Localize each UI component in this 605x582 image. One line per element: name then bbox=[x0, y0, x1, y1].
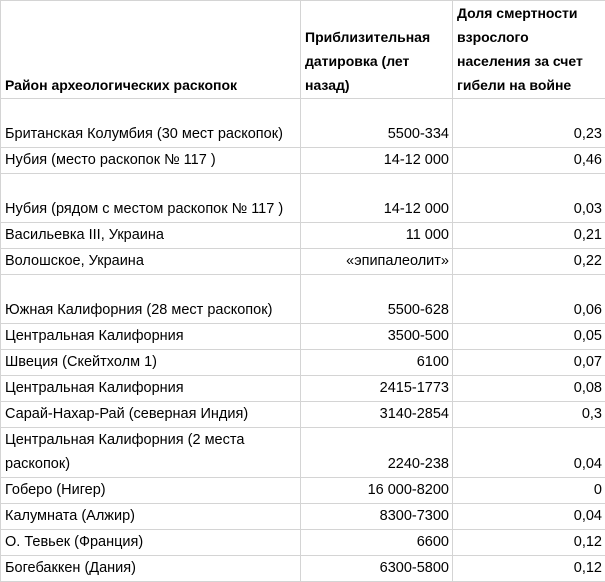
cell-war-death-share[interactable]: 0,3 bbox=[453, 402, 605, 428]
cell-site[interactable]: Калумната (Алжир) bbox=[1, 504, 301, 530]
table-row: Волошское, Украина«эпипалеолит»0,22 bbox=[1, 249, 605, 275]
cell-site[interactable]: Южная Калифорния (28 мест раскопок) bbox=[1, 275, 301, 324]
cell-war-death-share[interactable]: 0,04 bbox=[453, 428, 605, 478]
cell-war-death-share[interactable]: 0,22 bbox=[453, 249, 605, 275]
cell-site[interactable]: Центральная Калифорния bbox=[1, 376, 301, 402]
header-war-death-share[interactable]: Доля смертности взрослого населения за с… bbox=[453, 1, 605, 99]
cell-dating[interactable]: 3500-500 bbox=[301, 324, 453, 350]
table-row: Нубия (рядом с местом раскопок № 117 )14… bbox=[1, 174, 605, 223]
cell-dating[interactable]: 6100 bbox=[301, 350, 453, 376]
cell-dating[interactable]: 6600 bbox=[301, 530, 453, 556]
cell-dating[interactable]: 11 000 bbox=[301, 223, 453, 249]
cell-site[interactable]: Швеция (Скейтхолм 1) bbox=[1, 350, 301, 376]
table-row: Южная Калифорния (28 мест раскопок)5500-… bbox=[1, 275, 605, 324]
header-row: Район археологических раскопок Приблизит… bbox=[1, 1, 605, 99]
cell-site[interactable]: Богебаккен (Дания) bbox=[1, 556, 301, 582]
table-row: Британская Колумбия (30 мест раскопок)55… bbox=[1, 99, 605, 148]
cell-dating[interactable]: 5500-628 bbox=[301, 275, 453, 324]
cell-site[interactable]: О. Тевьек (Франция) bbox=[1, 530, 301, 556]
cell-dating[interactable]: 2415-1773 bbox=[301, 376, 453, 402]
cell-war-death-share[interactable]: 0,03 bbox=[453, 174, 605, 223]
cell-war-death-share[interactable]: 0,04 bbox=[453, 504, 605, 530]
cell-war-death-share[interactable]: 0 bbox=[453, 478, 605, 504]
cell-dating[interactable]: 3140-2854 bbox=[301, 402, 453, 428]
cell-war-death-share[interactable]: 0,23 bbox=[453, 99, 605, 148]
cell-site[interactable]: Центральная Калифорния bbox=[1, 324, 301, 350]
header-site[interactable]: Район археологических раскопок bbox=[1, 1, 301, 99]
cell-dating[interactable]: «эпипалеолит» bbox=[301, 249, 453, 275]
cell-war-death-share[interactable]: 0,12 bbox=[453, 530, 605, 556]
cell-site[interactable]: Волошское, Украина bbox=[1, 249, 301, 275]
cell-site[interactable]: Британская Колумбия (30 мест раскопок) bbox=[1, 99, 301, 148]
cell-dating[interactable]: 2240-238 bbox=[301, 428, 453, 478]
header-dating[interactable]: Приблизительная датировка (лет назад) bbox=[301, 1, 453, 99]
cell-dating[interactable]: 6300-5800 bbox=[301, 556, 453, 582]
cell-site[interactable]: Сарай-Нахар-Рай (северная Индия) bbox=[1, 402, 301, 428]
cell-war-death-share[interactable]: 0,08 bbox=[453, 376, 605, 402]
cell-war-death-share[interactable]: 0,12 bbox=[453, 556, 605, 582]
table-row: Сарай-Нахар-Рай (северная Индия)3140-285… bbox=[1, 402, 605, 428]
cell-site[interactable]: Нубия (рядом с местом раскопок № 117 ) bbox=[1, 174, 301, 223]
table-row: Центральная Калифорния (2 места раскопок… bbox=[1, 428, 605, 478]
cell-dating[interactable]: 16 000-8200 bbox=[301, 478, 453, 504]
cell-dating[interactable]: 8300-7300 bbox=[301, 504, 453, 530]
cell-dating[interactable]: 5500-334 bbox=[301, 99, 453, 148]
cell-dating[interactable]: 14-12 000 bbox=[301, 148, 453, 174]
cell-site[interactable]: Центральная Калифорния (2 места раскопок… bbox=[1, 428, 301, 478]
cell-war-death-share[interactable]: 0,21 bbox=[453, 223, 605, 249]
cell-war-death-share[interactable]: 0,46 bbox=[453, 148, 605, 174]
cell-war-death-share[interactable]: 0,07 bbox=[453, 350, 605, 376]
cell-war-death-share[interactable]: 0,05 bbox=[453, 324, 605, 350]
cell-site[interactable]: Нубия (место раскопок № 117 ) bbox=[1, 148, 301, 174]
cell-war-death-share[interactable]: 0,06 bbox=[453, 275, 605, 324]
cell-dating[interactable]: 14-12 000 bbox=[301, 174, 453, 223]
cell-site[interactable]: Гоберо (Нигер) bbox=[1, 478, 301, 504]
cell-site[interactable]: Васильевка III, Украина bbox=[1, 223, 301, 249]
